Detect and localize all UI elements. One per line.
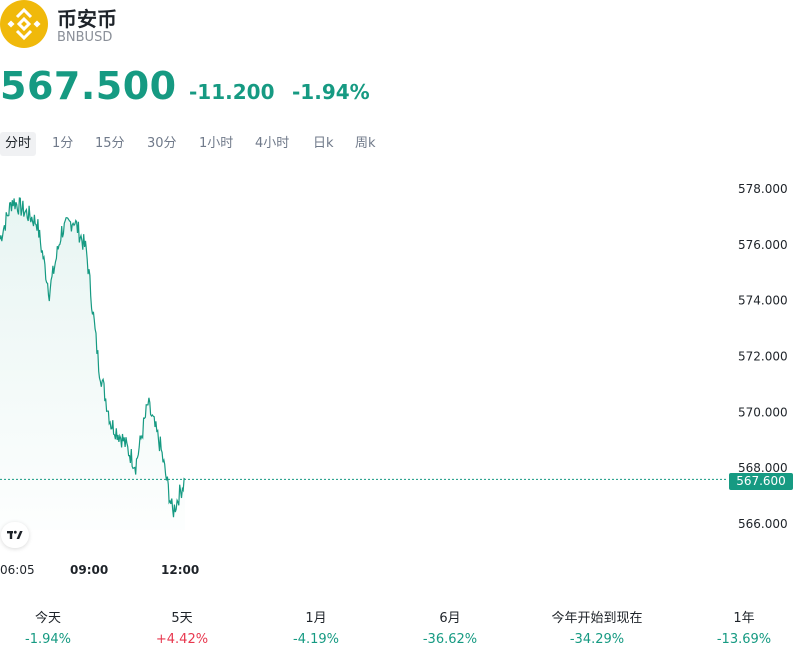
- price-change-percent: -1.94%: [292, 80, 370, 104]
- tab-30min[interactable]: 30分: [147, 136, 177, 151]
- x-tick-label: 09:00: [70, 563, 108, 577]
- perf-label: 5天: [171, 611, 193, 626]
- tab-1hour[interactable]: 1小时: [199, 136, 234, 151]
- perf-ytd[interactable]: 今年开始到现在 -34.29%: [527, 608, 667, 650]
- perf-label: 今年开始到现在: [551, 611, 643, 626]
- y-tick-label: 572.000: [738, 350, 788, 364]
- y-tick-label: 578.000: [738, 182, 788, 196]
- y-tick-label: 576.000: [738, 238, 788, 252]
- price-chart-canvas[interactable]: 578.000 576.000 574.000 572.000 570.000 568.0…: [0, 160, 800, 590]
- perf-value: -36.62%: [422, 632, 478, 647]
- perf-value: -34.29%: [569, 632, 625, 647]
- perf-1month[interactable]: 1月 -4.19%: [246, 608, 386, 650]
- perf-today[interactable]: 今天 -1.94%: [0, 608, 118, 650]
- tab-intraday[interactable]: 分时: [0, 132, 37, 156]
- price-series-line: [0, 197, 186, 518]
- y-tick-label: 568.000: [738, 461, 788, 475]
- perf-label: 今天: [34, 611, 61, 626]
- perf-5day[interactable]: 5天 +4.42%: [112, 608, 252, 650]
- y-tick-label: 574.000: [738, 294, 788, 308]
- perf-label: 6月: [439, 611, 461, 626]
- tab-daily[interactable]: 日k: [313, 136, 334, 151]
- tradingview-logo-icon[interactable]: [1, 522, 29, 548]
- perf-label: 1月: [305, 611, 327, 626]
- performance-strip: 今天 -1.94% 5天 +4.42% 1月 -4.19% 6月 -36.62%…: [0, 608, 800, 652]
- last-price-badge: 567.600: [729, 473, 793, 490]
- perf-6month[interactable]: 6月 -36.62%: [380, 608, 520, 650]
- price-area-fill: [0, 198, 185, 530]
- x-tick-label: 06:05: [0, 563, 35, 577]
- symbol-header: 币安币 BNBUSD: [0, 0, 800, 50]
- tab-1min[interactable]: 1分: [52, 136, 74, 151]
- tab-15min[interactable]: 15分: [95, 136, 125, 151]
- tab-4hour[interactable]: 4小时: [255, 136, 290, 151]
- perf-value: -1.94%: [25, 632, 71, 647]
- perf-value: -4.19%: [293, 632, 339, 647]
- coin-symbol: BNBUSD: [57, 30, 113, 45]
- bnb-logo-icon: [0, 0, 48, 48]
- perf-value: +4.42%: [155, 632, 209, 647]
- y-tick-label: 566.000: [738, 517, 788, 531]
- price-change: -11.200: [189, 80, 275, 104]
- coin-name: 币安币: [57, 7, 117, 31]
- perf-value: -13.69%: [716, 632, 772, 647]
- price-chart[interactable]: 578.000 576.000 574.000 572.000 570.000 568.0…: [0, 160, 800, 590]
- last-price: 567.500: [0, 64, 177, 108]
- perf-1year[interactable]: 1年 -13.69%: [674, 608, 800, 650]
- interval-tabs: 分时 1分 15分 30分 1小时 4小时 日k 周k: [0, 132, 420, 156]
- x-tick-label: 12:00: [161, 563, 199, 577]
- y-tick-label: 570.000: [738, 405, 788, 419]
- perf-label: 1年: [733, 611, 755, 626]
- tab-weekly[interactable]: 周k: [355, 136, 376, 151]
